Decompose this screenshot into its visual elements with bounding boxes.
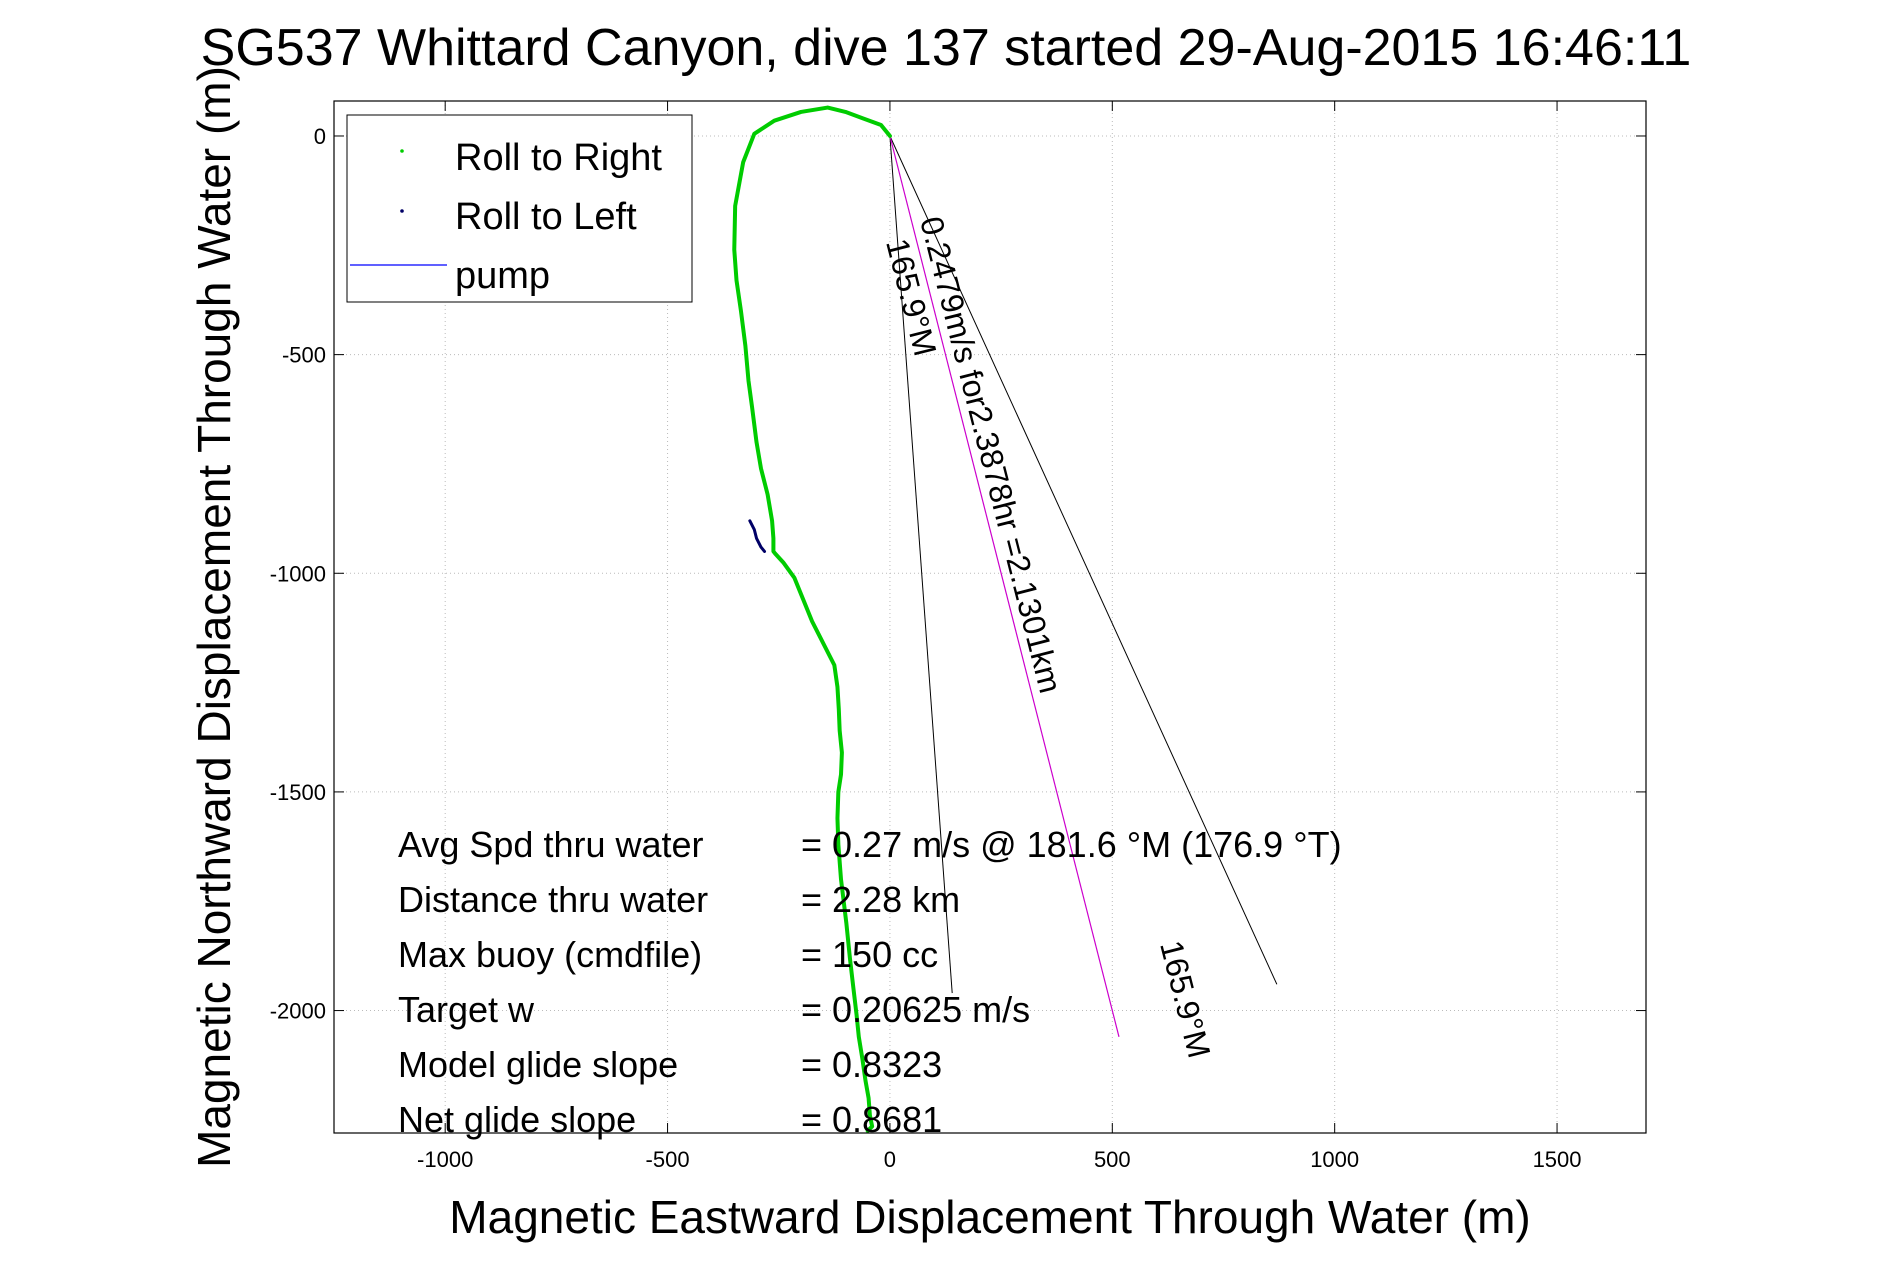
stat-value-model-glide: = 0.8323: [801, 1044, 942, 1085]
y-tick-label: -500: [282, 343, 326, 368]
x-tick-label: -500: [646, 1147, 690, 1172]
reference-lines: [889, 135, 1278, 1037]
stat-value-net-glide: = 0.8681: [801, 1099, 942, 1140]
track-series: [732, 105, 892, 1133]
series-line-roll-right: [732, 105, 892, 1133]
stat-value-target-w: = 0.20625 m/s: [801, 989, 1030, 1030]
x-axis-label: Magnetic Eastward Displacement Through W…: [449, 1191, 1530, 1243]
y-tick-label: -2000: [270, 999, 326, 1024]
x-tick-label: 1000: [1310, 1147, 1359, 1172]
stat-label-distance: Distance thru water: [398, 879, 708, 920]
stat-value-avg-speed: = 0.27 m/s @ 181.6 °M (176.9 °T): [801, 824, 1342, 865]
y-tick-label: 0: [314, 124, 326, 149]
legend-label-roll-left: Roll to Left: [455, 196, 637, 238]
x-tick-label: 0: [884, 1147, 896, 1172]
legend-label-roll-right: Roll to Right: [455, 137, 662, 179]
dive-stats: Avg Spd thru water = 0.27 m/s @ 181.6 °M…: [398, 824, 1342, 1140]
stat-label-target-w: Target w: [398, 989, 535, 1030]
heading-line: [889, 135, 1278, 985]
series-line-roll-left: [748, 519, 767, 553]
y-tick-label: -1000: [270, 561, 326, 586]
stat-label-model-glide: Model glide slope: [398, 1044, 678, 1085]
current-vector-line: [889, 135, 1120, 1037]
legend-marker-roll-left: [400, 209, 404, 213]
y-tick-label: -1500: [270, 780, 326, 805]
plot-frame: [333, 100, 1647, 1134]
stat-value-max-buoy: = 150 cc: [801, 934, 938, 975]
legend-label-pump: pump: [455, 255, 550, 297]
axis-ticks: -1000 -500 0 500 1000 1500 0 -500 -1000 -1500 -200…: [270, 101, 1646, 1172]
legend-box: [346, 114, 693, 303]
stat-label-avg-speed: Avg Spd thru water: [398, 824, 704, 865]
stat-value-distance: = 2.28 km: [801, 879, 960, 920]
stat-label-net-glide: Net glide slope: [398, 1099, 636, 1140]
x-tick-label: -1000: [417, 1147, 473, 1172]
x-tick-label: 500: [1094, 1147, 1131, 1172]
legend-marker-roll-right: [400, 149, 404, 153]
x-tick-label: 1500: [1533, 1147, 1582, 1172]
legend: Roll to Right Roll to Left pump: [346, 114, 693, 303]
chart-title: SG537 Whittard Canyon, dive 137 started …: [201, 19, 1692, 77]
stat-label-max-buoy: Max buoy (cmdfile): [398, 934, 702, 975]
y-axis-label: Magnetic Northward Displacement Through …: [188, 66, 240, 1168]
heading-line: [889, 135, 953, 994]
